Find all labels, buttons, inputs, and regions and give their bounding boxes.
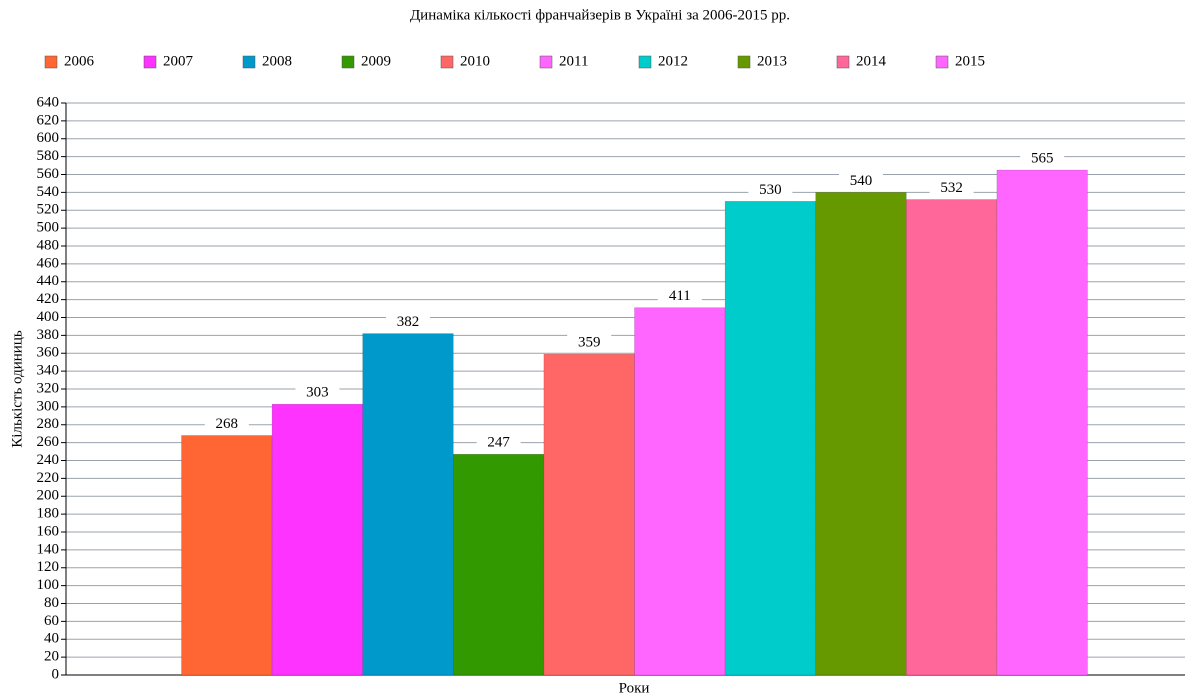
- value-label-bg: [476, 434, 521, 451]
- bar: [362, 333, 454, 676]
- value-label-bg: [657, 287, 702, 304]
- y-tick-label: 240: [37, 452, 60, 468]
- y-tick-label: 120: [37, 559, 60, 575]
- value-label-bg: [386, 313, 430, 330]
- y-tick-label: 600: [37, 130, 60, 146]
- bar: [815, 192, 907, 676]
- legend-label: 2006: [64, 53, 95, 69]
- y-tick-label: 0: [52, 666, 60, 682]
- legend-label: 2014: [856, 53, 887, 69]
- bar: [543, 353, 635, 676]
- y-tick-label: 460: [37, 255, 60, 271]
- y-tick-label: 540: [37, 184, 60, 200]
- y-axis-title: Кількість одиниць: [9, 330, 25, 448]
- y-tick-label: 260: [37, 434, 60, 450]
- value-label: 530: [759, 182, 782, 198]
- y-tick-label: 180: [37, 506, 60, 522]
- legend-swatch: [440, 55, 454, 69]
- y-tick-label: 640: [37, 94, 60, 110]
- y-tick-label: 100: [37, 577, 60, 593]
- value-label: 382: [397, 314, 420, 330]
- y-tick-label: 140: [37, 541, 60, 557]
- legend-swatch: [836, 55, 850, 69]
- value-label-bg: [295, 384, 340, 401]
- legend-swatch: [341, 55, 355, 69]
- y-tick-label: 440: [37, 273, 60, 289]
- y-tick-label: 280: [37, 416, 60, 432]
- y-tick-label: 400: [37, 309, 60, 325]
- y-tick-label: 580: [37, 148, 60, 164]
- legend-swatch: [143, 55, 157, 69]
- value-label: 532: [940, 180, 963, 196]
- y-tick-label: 300: [37, 398, 60, 414]
- chart-title: Динаміка кількості франчайзерів в Україн…: [410, 7, 790, 23]
- value-label-bg: [839, 172, 883, 189]
- legend-swatch: [44, 55, 58, 69]
- legend-label: 2007: [163, 53, 194, 69]
- y-tick-label: 160: [37, 523, 60, 539]
- y-tick-label: 420: [37, 291, 60, 307]
- bar: [906, 199, 998, 676]
- bar: [453, 453, 545, 676]
- legend-label: 2009: [361, 53, 391, 69]
- y-tick-label: 80: [44, 595, 59, 611]
- value-label: 411: [669, 288, 691, 304]
- x-axis-title: Роки: [619, 680, 650, 696]
- y-tick-label: 20: [44, 649, 59, 665]
- y-tick-label: 480: [37, 237, 60, 253]
- legend-swatch: [935, 55, 949, 69]
- y-tick-label: 40: [44, 631, 59, 647]
- y-tick-label: 220: [37, 470, 60, 486]
- y-tick-label: 340: [37, 363, 60, 379]
- legend-swatch: [242, 55, 256, 69]
- legend-label: 2013: [757, 53, 787, 69]
- y-tick-label: 560: [37, 166, 60, 182]
- y-tick-label: 520: [37, 202, 60, 218]
- value-label-bg: [1020, 150, 1065, 167]
- bar: [181, 435, 273, 676]
- value-label-bg: [204, 415, 249, 432]
- legend-swatch: [539, 55, 553, 69]
- value-label-bg: [929, 179, 974, 196]
- y-tick-label: 500: [37, 220, 60, 236]
- legend-label: 2010: [460, 53, 490, 69]
- value-label: 268: [216, 416, 239, 432]
- value-label: 540: [850, 173, 873, 189]
- legend-swatch: [737, 55, 751, 69]
- legend-label: 2015: [955, 53, 985, 69]
- value-label-bg: [748, 181, 793, 198]
- y-tick-label: 320: [37, 380, 60, 396]
- value-label: 565: [1031, 150, 1054, 166]
- bar: [634, 307, 726, 676]
- value-label: 303: [306, 385, 329, 401]
- value-label: 247: [487, 435, 510, 451]
- bar: [271, 403, 363, 676]
- y-tick-label: 620: [37, 112, 60, 128]
- value-label-bg: [567, 334, 612, 351]
- y-tick-label: 360: [37, 345, 60, 361]
- y-tick-label: 60: [44, 613, 59, 629]
- value-label: 359: [578, 335, 601, 351]
- legend-label: 2012: [658, 53, 688, 69]
- bar: [724, 201, 816, 676]
- bar: [996, 169, 1088, 676]
- legend-label: 2008: [262, 53, 292, 69]
- legend-swatch: [638, 55, 652, 69]
- y-tick-label: 200: [37, 488, 60, 504]
- legend-label: 2011: [559, 53, 588, 69]
- y-tick-label: 380: [37, 327, 60, 343]
